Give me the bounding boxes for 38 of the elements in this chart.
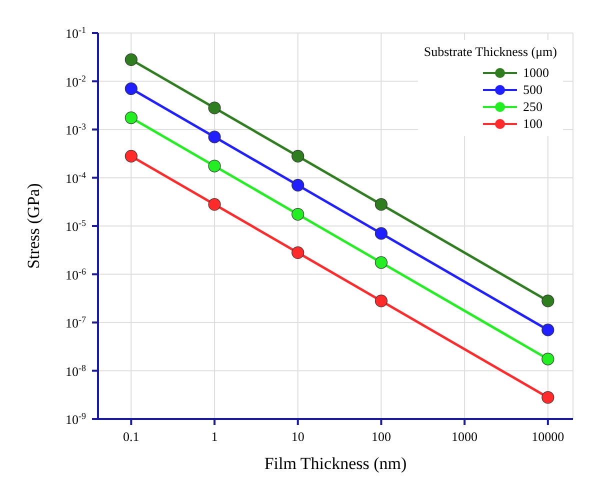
point — [374, 198, 388, 211]
y-tick-label: 10$^{-8}$ — [66, 362, 86, 379]
legend-label: 250 — [523, 98, 544, 114]
x-tick-label: 0.1 — [123, 429, 140, 444]
point — [124, 111, 138, 124]
y-tick-label: 10$^{-2}$ — [66, 73, 86, 90]
x-tick-label: 1000 — [452, 429, 478, 444]
y-tick-label: 10$^{-9}$ — [66, 411, 86, 427]
legend-label: 500 — [523, 82, 544, 98]
legend-title: Substrate Thickness (μm) — [424, 44, 557, 60]
point — [208, 130, 221, 144]
point — [124, 82, 138, 96]
point — [374, 227, 388, 240]
point — [208, 102, 221, 114]
legend-label: 100 — [523, 116, 544, 132]
point — [124, 150, 138, 162]
point — [374, 256, 388, 269]
y-axis-title: Stress (GPa) — [24, 183, 44, 269]
y-tick-label: 10$^{-7}$ — [66, 314, 86, 330]
y-tick-label: 10$^{-1}$ — [66, 25, 86, 41]
point — [124, 53, 138, 66]
legend-label: 1000 — [523, 64, 550, 80]
x-tick-label: 10000 — [532, 429, 564, 444]
point — [292, 178, 304, 192]
point — [208, 198, 221, 211]
x-tick-label: 10 — [291, 429, 304, 444]
point — [292, 246, 304, 259]
x-axis-title: Film Thickness (nm) — [264, 454, 407, 473]
point — [292, 208, 304, 221]
y-tick-label: 10$^{-6}$ — [66, 266, 86, 282]
y-tick-label: 10$^{-3}$ — [66, 122, 86, 138]
point — [374, 294, 388, 308]
x-tick-label: 1 — [211, 429, 218, 444]
x-tick-label: 100 — [371, 429, 391, 444]
point — [208, 160, 221, 172]
point — [292, 150, 304, 162]
y-tick-label: 10$^{-4}$ — [66, 170, 86, 186]
y-tick-label: 10$^{-5}$ — [66, 218, 86, 234]
